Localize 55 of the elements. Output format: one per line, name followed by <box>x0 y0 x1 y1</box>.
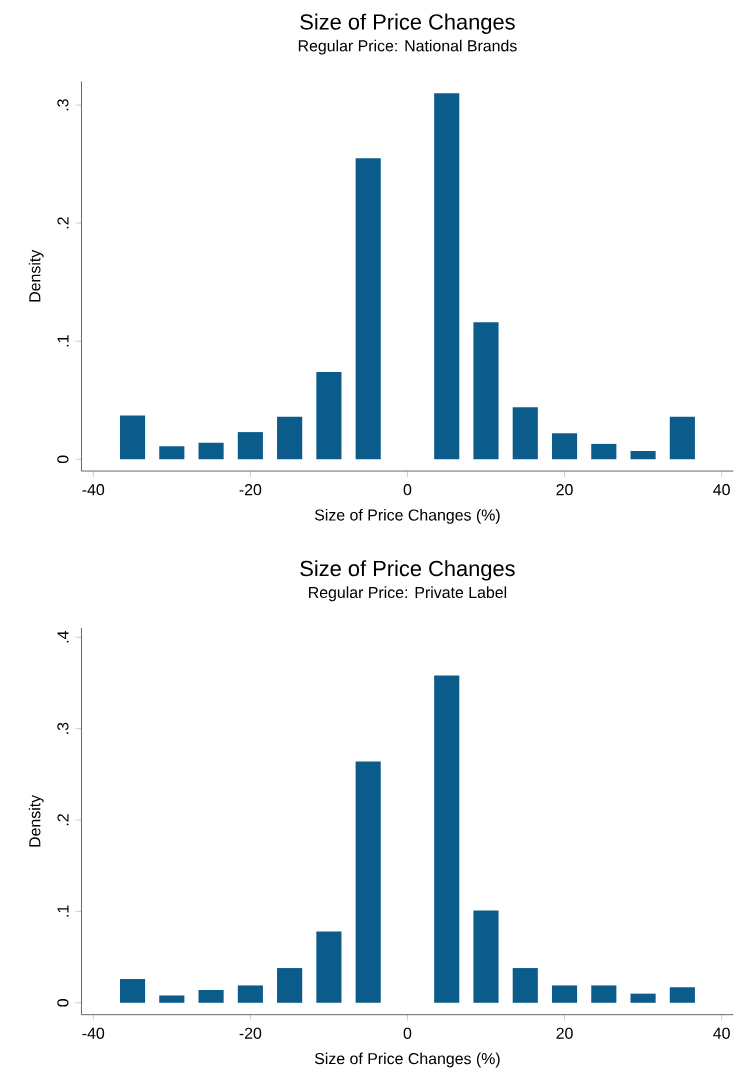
bar <box>159 446 185 460</box>
bar <box>159 995 185 1003</box>
x-axis-title: Size of Price Changes (%) <box>314 508 500 524</box>
bar <box>276 416 303 460</box>
x-tick-label: 20 <box>556 1027 573 1039</box>
chart-title: Size of Price Changes <box>300 13 515 34</box>
y-tick-label: .2 <box>57 814 69 826</box>
bar <box>512 407 538 460</box>
bar <box>551 985 577 1003</box>
bar <box>276 968 303 1003</box>
chart-title: Size of Price Changes <box>300 560 515 581</box>
y-axis-title: Density <box>28 249 44 302</box>
y-tick-label: .3 <box>57 99 69 111</box>
bar <box>473 910 499 1003</box>
bar <box>551 433 577 460</box>
y-tick-label: 0 <box>57 998 69 1007</box>
y-axis-title: Density <box>28 794 44 847</box>
bar <box>198 442 224 460</box>
bar <box>355 761 381 1003</box>
bar <box>119 415 145 460</box>
x-tick-label: 40 <box>712 1027 730 1039</box>
bar <box>237 432 263 460</box>
bar <box>630 450 656 460</box>
y-tick-label: .4 <box>57 631 69 643</box>
x-tick-label: -20 <box>239 1027 262 1039</box>
bar <box>512 968 538 1003</box>
y-tick-label: 0 <box>57 455 69 464</box>
chart-subtitle: Regular Price: Private Label <box>308 586 506 602</box>
bar <box>630 993 656 1003</box>
bar <box>316 931 342 1003</box>
bar <box>316 371 342 460</box>
bar <box>433 675 460 1003</box>
x-tick-label: 0 <box>403 484 412 496</box>
bar <box>591 985 617 1003</box>
x-tick-label: 0 <box>403 1027 412 1039</box>
x-tick-label: 20 <box>556 484 573 496</box>
y-tick-label: .3 <box>57 722 69 734</box>
bar <box>473 322 499 460</box>
bar <box>433 93 460 460</box>
chart-subtitle: Regular Price: National Brands <box>298 39 517 55</box>
y-tick-label: .2 <box>57 217 69 229</box>
bar <box>237 985 263 1003</box>
y-tick-label: .1 <box>57 335 69 347</box>
x-tick-label: -40 <box>82 1027 104 1039</box>
x-tick-label: 40 <box>712 484 730 496</box>
bar <box>591 443 617 460</box>
bar <box>198 989 224 1003</box>
bar <box>669 416 695 460</box>
x-tick-label: -20 <box>239 484 262 496</box>
bar <box>119 979 145 1003</box>
x-tick-label: -40 <box>82 484 104 496</box>
bar <box>669 987 695 1003</box>
x-axis-title: Size of Price Changes (%) <box>314 1052 500 1068</box>
y-tick-label: .1 <box>57 905 69 917</box>
bar <box>355 158 381 460</box>
